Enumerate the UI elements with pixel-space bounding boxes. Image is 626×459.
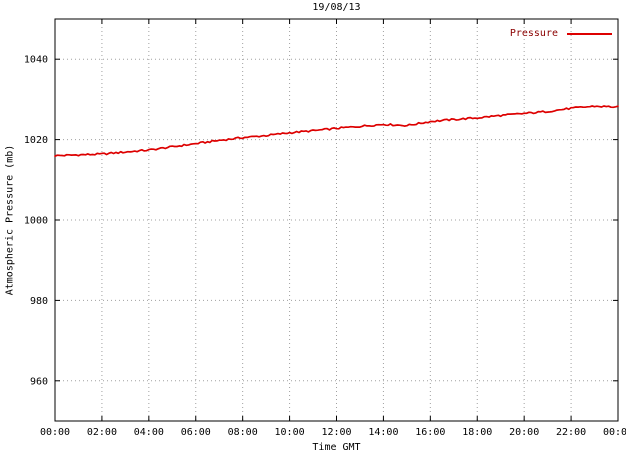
x-tick-label: 22:00 <box>556 427 586 438</box>
x-tick-label: 00:00 <box>603 427 626 438</box>
x-tick-label: 08:00 <box>228 427 258 438</box>
legend-line-sample <box>567 32 612 35</box>
x-tick-label: 04:00 <box>134 427 164 438</box>
x-tick-label: 10:00 <box>275 427 305 438</box>
y-tick-label: 1020 <box>24 135 48 146</box>
y-tick-label: 1000 <box>24 216 48 227</box>
x-tick-label: 06:00 <box>181 427 211 438</box>
x-tick-label: 00:00 <box>40 427 70 438</box>
x-tick-label: 20:00 <box>509 427 539 438</box>
legend-label-pressure: Pressure <box>509 28 558 39</box>
y-tick-label: 960 <box>30 376 48 387</box>
x-tick-label: 16:00 <box>415 427 445 438</box>
x-tick-label: 14:00 <box>368 427 398 438</box>
x-tick-label: 12:00 <box>321 427 351 438</box>
y-tick-label: 1040 <box>24 55 48 66</box>
chart-title: 19/08/13 <box>312 2 361 13</box>
x-tick-label: 18:00 <box>462 427 492 438</box>
x-tick-label: 02:00 <box>87 427 117 438</box>
legend: Pressure <box>510 28 612 39</box>
y-axis-label: Atmospheric Pressure (mb) <box>4 144 16 296</box>
x-axis-label: Time GMT <box>312 442 361 453</box>
pressure-line <box>54 105 619 158</box>
y-tick-label: 980 <box>30 296 48 307</box>
